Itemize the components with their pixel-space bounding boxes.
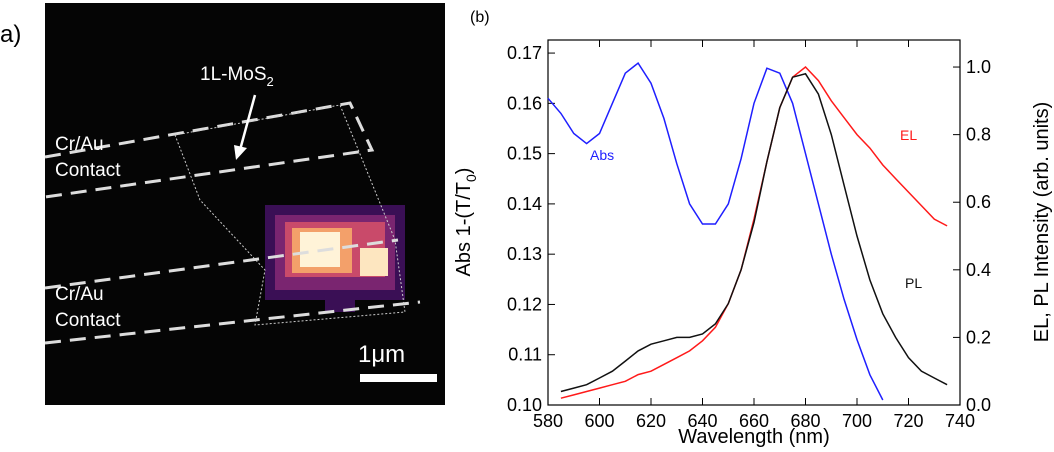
x-tick-label: 580 — [533, 411, 563, 431]
y-title-end: ) — [453, 168, 475, 175]
x-tick-label: 720 — [893, 411, 923, 431]
panel-label: (b) — [470, 9, 490, 26]
glow — [325, 290, 355, 312]
image — [45, 3, 445, 405]
y-axis-title: Abs 1-(T/T0) — [453, 168, 479, 277]
arrow — [238, 94, 257, 151]
contacts — [44, 101, 421, 345]
arrow-head — [234, 145, 247, 160]
contact-outline — [44, 238, 399, 290]
panel-a: a) 1L-MoS2 Cr/Au Contact Cr/Au Contact 1… — [0, 3, 445, 405]
y2-tick-label: 1.0 — [966, 57, 991, 77]
x-tick-label: 620 — [636, 411, 666, 431]
y-tick-label: 0.13 — [507, 244, 542, 264]
series-line — [560, 72, 948, 393]
x-tick-label: 680 — [790, 411, 820, 431]
y2-axis-title: EL, PL Intensity (arb. units) — [1031, 102, 1053, 342]
x-tick-label: 660 — [739, 411, 769, 431]
series-label: Abs — [590, 147, 614, 163]
series-line — [547, 61, 884, 401]
contact-label: Contact — [55, 310, 121, 331]
series-label: EL — [900, 127, 917, 143]
contact-outline — [44, 101, 375, 199]
emission-map — [265, 205, 405, 312]
x-tick-label: 640 — [687, 411, 717, 431]
y-tick-label: 0.15 — [507, 144, 542, 164]
glow — [360, 248, 388, 276]
y-tick-label: 0.14 — [507, 194, 542, 214]
contact-label: Contact — [55, 160, 121, 181]
y2-tick-label: 0.2 — [966, 327, 991, 347]
scale-bar — [360, 374, 437, 382]
series-line — [560, 65, 948, 399]
y2-tick-label: 0.8 — [966, 125, 991, 145]
x-axis-title: Wavelength (nm) — [678, 426, 830, 447]
material-text: 1L-MoS — [200, 64, 267, 85]
y-tick-label: 0.10 — [507, 395, 542, 415]
y-title-sub: 0 — [463, 174, 479, 182]
panel-label: a) — [0, 21, 21, 48]
y-tick-label: 0.12 — [507, 294, 542, 314]
panel-b: (b) Wavelength (nm) Abs 1-(T/T0) EL, PL … — [453, 9, 1053, 448]
contact-label: Cr/Au — [55, 134, 104, 155]
scale-label: 1μm — [358, 341, 405, 368]
y-tick-label: 0.17 — [507, 43, 542, 63]
y2-tick-label: 0.4 — [966, 260, 991, 280]
material-sub: 2 — [267, 74, 274, 89]
y2-tick-label: 0.0 — [966, 395, 991, 415]
contact-outline — [44, 300, 421, 345]
contact-label: Cr/Au — [55, 284, 104, 305]
y-title-text: Abs 1-(T/T — [453, 182, 475, 276]
y-tick-label: 0.16 — [507, 93, 542, 113]
x-tick-label: 740 — [945, 411, 975, 431]
flake-outline — [174, 104, 406, 326]
y2-tick-label: 0.6 — [966, 192, 991, 212]
x-tick-label: 700 — [842, 411, 872, 431]
x-tick-label: 600 — [584, 411, 614, 431]
material-label: 1L-MoS2 — [200, 64, 274, 89]
series-label: PL — [905, 275, 922, 291]
y-tick-label: 0.11 — [508, 345, 542, 365]
